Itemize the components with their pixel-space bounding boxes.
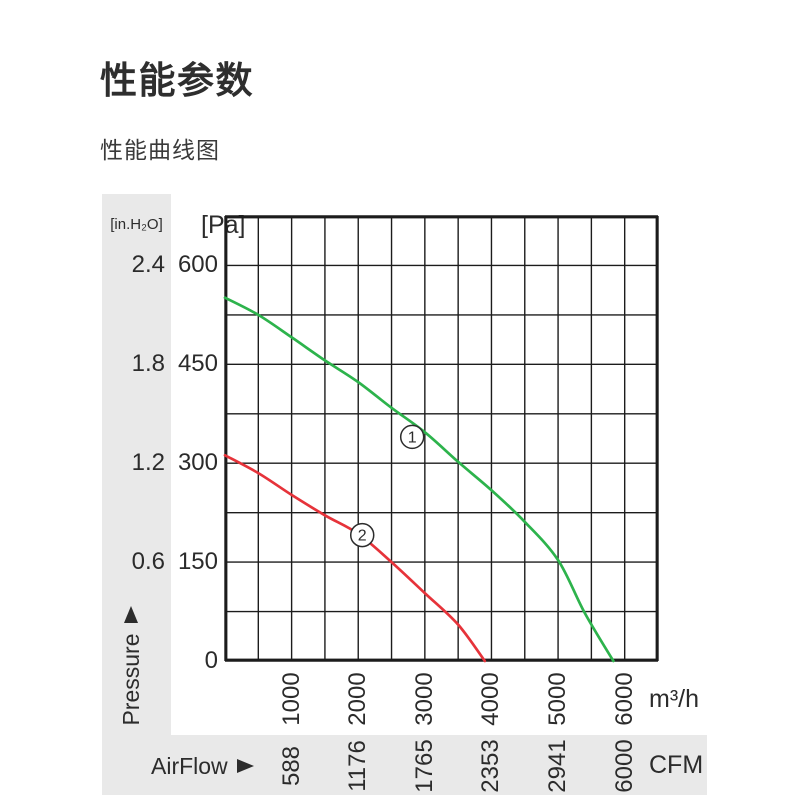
x-axis-unit-m3h: m³/h bbox=[649, 685, 699, 713]
m3h-tick-label: 1000 bbox=[277, 672, 305, 726]
plot-area: 12 bbox=[223, 215, 659, 663]
cfm-tick-label: 588 bbox=[277, 745, 305, 787]
m3h-tick-label: 5000 bbox=[544, 672, 572, 726]
right-arrow-icon bbox=[236, 759, 254, 773]
curve-2-marker-number: 2 bbox=[358, 528, 367, 545]
m3h-tick-label: 3000 bbox=[410, 672, 438, 726]
pressure-axis-label: Pressure bbox=[115, 566, 147, 766]
pa-tick-label: 600 bbox=[177, 251, 218, 279]
page-title: 性能参数 bbox=[100, 60, 254, 101]
inh2o-tick-label: 0.6 bbox=[131, 548, 165, 576]
pa-tick-label: 300 bbox=[177, 449, 218, 477]
cfm-tick-label: 2353 bbox=[477, 739, 505, 793]
curve-1-marker-number: 1 bbox=[408, 429, 417, 446]
pa-tick-label: 0 bbox=[204, 647, 218, 674]
cfm-tick-label: 2941 bbox=[544, 739, 572, 793]
inh2o-tick-label: 2.4 bbox=[131, 251, 165, 279]
m3h-tick-label: 2000 bbox=[344, 672, 372, 726]
cfm-tick-label: 1176 bbox=[344, 740, 372, 792]
curve-1-marker bbox=[399, 424, 425, 450]
airflow-axis-text: AirFlow bbox=[151, 752, 228, 779]
curve-2 bbox=[223, 453, 487, 663]
cfm-axis-band bbox=[102, 735, 707, 795]
pa-tick-label: 150 bbox=[177, 548, 218, 576]
up-arrow-icon bbox=[124, 606, 138, 624]
y-axis-unit-inh2o: [in.H₂O] bbox=[110, 216, 163, 233]
plot-border bbox=[225, 216, 659, 662]
airflow-axis-label: AirFlow bbox=[151, 752, 254, 780]
cfm-tick-label: 1765 bbox=[410, 739, 438, 793]
inh2o-tick-label: 1.2 bbox=[131, 449, 165, 477]
x-axis-unit-cfm: CFM bbox=[649, 751, 704, 779]
curve-2-marker bbox=[349, 522, 375, 548]
m3h-tick-label: 6000 bbox=[610, 672, 638, 726]
m3h-tick-label: 4000 bbox=[477, 672, 505, 726]
section-subtitle: 性能曲线图 bbox=[100, 137, 220, 163]
curve-1 bbox=[223, 296, 615, 663]
pressure-axis-text: Pressure bbox=[117, 633, 144, 726]
cfm-tick-label: 6000 bbox=[610, 739, 638, 793]
pressure-axis-band bbox=[102, 194, 171, 735]
inh2o-tick-label: 1.8 bbox=[131, 350, 165, 378]
pa-tick-label: 450 bbox=[177, 350, 218, 378]
